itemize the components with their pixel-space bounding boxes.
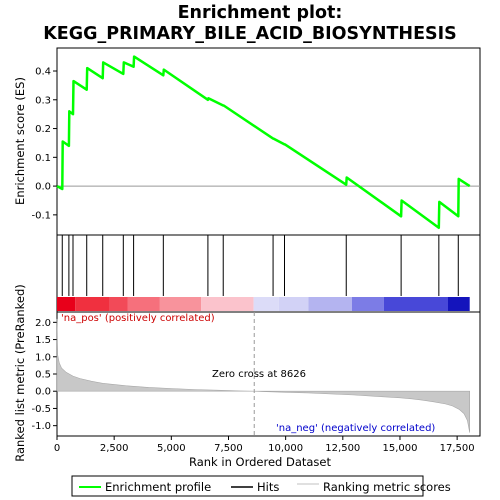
metric-plot-layer: -1.0 -0.5 0.0 0.5 1.0 1.5 2.0 0 2,500 5,000 7,500 1… — [31, 312, 475, 454]
x-tick-label: 10,000 — [268, 443, 303, 454]
metric-y-tick-label: -0.5 — [31, 404, 51, 415]
x-tick-label: 17,500 — [440, 443, 475, 454]
rank-heatmap-segment — [383, 297, 448, 311]
metric-panel-frame — [56, 311, 481, 437]
rank-heatmap-segment — [159, 297, 202, 311]
legend-hits-label: Hits — [257, 480, 279, 494]
negative-correlation-label: 'na_neg' (negatively correlated) — [276, 423, 435, 434]
x-axis-label: Rank in Ordered Dataset — [189, 455, 332, 469]
es-y-tick-label: 0.4 — [35, 67, 51, 78]
metric-y-tick-label: 2.0 — [35, 318, 51, 329]
es-plot-layer: -0.1 0.0 0.1 0.2 0.3 0.4 — [31, 55, 480, 230]
rank-heatmap-segment — [75, 297, 110, 311]
rank-heatmap-segment — [57, 297, 76, 311]
es-panel-frame — [56, 47, 481, 236]
metric-y-tick-label: 1.0 — [35, 352, 51, 363]
es-y-tick-label: 0.0 — [35, 182, 51, 193]
metric-area — [56, 318, 470, 433]
legend-box — [71, 475, 424, 497]
x-tick-label: 7,500 — [214, 443, 243, 454]
rank-heatmap-segment — [351, 297, 384, 311]
legend-enrichment-label: Enrichment profile — [105, 480, 211, 494]
es-y-tick-label: 0.2 — [35, 124, 51, 135]
rank-heatmap-segment — [127, 297, 160, 311]
es-y-tick-label: 0.1 — [35, 153, 51, 164]
es-y-axis-label: Enrichment score (ES) — [13, 77, 27, 205]
rank-heatmap-segment — [253, 297, 279, 311]
rank-heatmap-segment — [447, 297, 470, 311]
x-tick-label: 12,500 — [325, 443, 360, 454]
metric-y-tick-label: 0.0 — [35, 387, 51, 398]
rank-heatmap-segment — [308, 297, 352, 311]
hits-layer — [57, 235, 470, 311]
metric-y-tick-label: 0.5 — [35, 370, 51, 381]
rank-heatmap-segment — [278, 297, 309, 311]
legend: Enrichment profile Hits Ranking metric s… — [71, 475, 451, 497]
zero-cross-label: Zero cross at 8626 — [212, 369, 306, 380]
x-tick-label: 15,000 — [382, 443, 417, 454]
chart-title-line1: Enrichment plot: — [178, 3, 343, 23]
es-y-tick-label: 0.3 — [35, 95, 51, 106]
chart-title-line2: KEGG_PRIMARY_BILE_ACID_BIOSYNTHESIS — [43, 24, 457, 44]
legend-metric-label: Ranking metric scores — [323, 480, 451, 494]
metric-y-tick-label: -1.0 — [31, 421, 51, 432]
x-tick-label: 2,500 — [100, 443, 129, 454]
x-tick-label: 0 — [54, 443, 60, 454]
x-tick-label: 5,000 — [157, 443, 186, 454]
rank-heatmap-segment — [201, 297, 254, 311]
positive-correlation-label: 'na_pos' (positively correlated) — [61, 313, 215, 324]
es-y-tick-label: -0.1 — [31, 210, 51, 221]
metric-y-tick-label: 1.5 — [35, 335, 51, 346]
es-series-line — [56, 55, 471, 230]
metric-y-axis-label: Ranked list metric (PreRanked) — [13, 284, 27, 462]
rank-heatmap-segment — [109, 297, 128, 311]
